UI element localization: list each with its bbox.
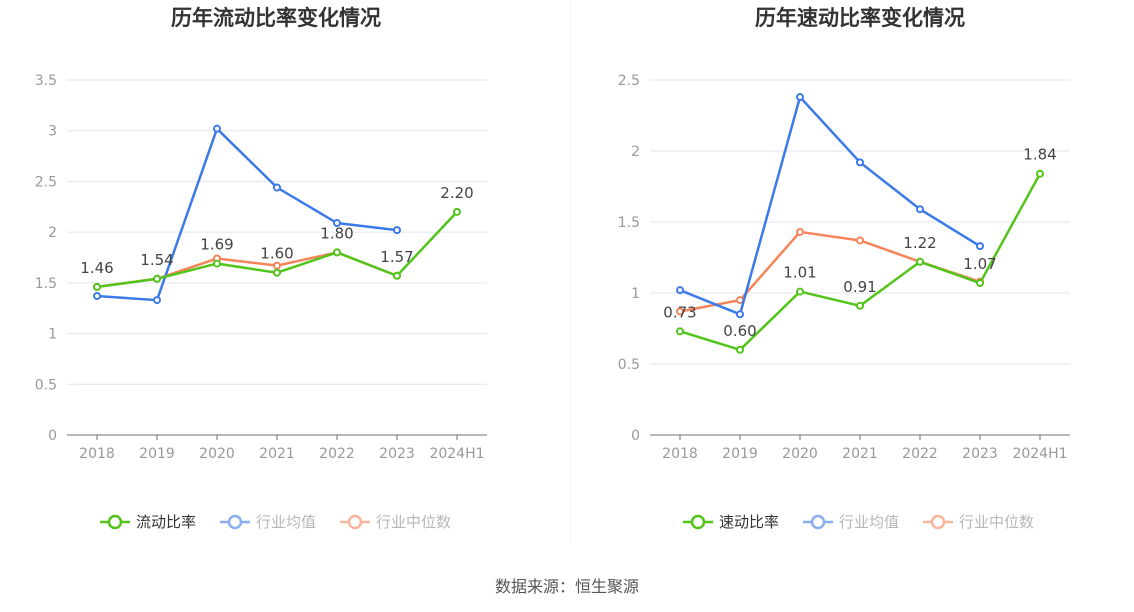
data-label: 0.91 [843,278,876,296]
data-label: 1.69 [200,236,233,254]
legend-label: 速动比率 [719,513,779,531]
data-point [213,259,221,268]
data-label: 1.80 [320,224,353,242]
data-point [93,292,101,301]
data-label: 0.73 [663,303,696,321]
y-tick-label: 0.5 [618,357,640,373]
data-point [273,183,281,192]
x-tick-label: 2018 [662,446,698,462]
legend-item[interactable]: 行业均值 [220,513,316,531]
legend-item[interactable]: 流动比率 [100,513,196,531]
data-point [153,296,161,305]
data-point [856,301,864,310]
data-point [676,307,684,316]
legend-circle-icon [930,514,946,530]
data-point [676,327,684,336]
legend-circle-icon [227,514,243,530]
legend-item[interactable]: 行业中位数 [340,513,451,531]
y-tick-label: 1.5 [618,215,640,231]
data-point [736,345,744,354]
x-tick-label: 2024H1 [429,446,484,462]
x-tick-label: 2022 [902,446,938,462]
legend-label: 行业中位数 [376,513,451,531]
data-point [976,242,984,251]
data-label: 1.54 [140,251,173,269]
data-point [393,271,401,280]
x-tick-label: 2020 [782,446,818,462]
legend-circle-icon [347,514,363,530]
x-tick-label: 2020 [199,446,235,462]
data-label: 1.60 [260,245,293,263]
data-point [856,158,864,167]
y-tick-label: 3.5 [35,73,57,89]
y-tick-label: 0 [631,428,640,444]
data-point [333,248,341,257]
data-point [273,261,281,270]
y-tick-label: 0.5 [35,377,57,393]
data-label: 1.46 [80,259,113,277]
legend-label: 行业均值 [256,513,316,531]
data-point [796,227,804,236]
x-tick-label: 2023 [962,446,998,462]
data-label: 2.20 [440,184,473,202]
series-line [96,126,398,302]
x-tick-label: 2023 [379,446,415,462]
x-tick-label: 2021 [842,446,878,462]
data-label: 1.57 [380,248,413,266]
data-point [916,257,924,266]
x-tick-label: 2019 [139,446,175,462]
legend-circle-icon [810,514,826,530]
legend-item[interactable]: 速动比率 [683,513,779,531]
x-tick-label: 2018 [79,446,115,462]
data-point [676,286,684,295]
data-label: 1.84 [1023,146,1056,164]
data-label: 1.01 [783,264,816,282]
chart-1: 历年流动比率变化情况 0 0.5 1 1.5 2 2.5 3 3.5 2018 2019 2020 20… [35,6,487,531]
y-tick-label: 0 [48,428,57,444]
data-label: 1.07 [963,255,996,273]
y-tick-label: 1 [631,286,640,302]
source-note: 数据来源：恒生聚源 [495,577,639,596]
legend-item[interactable]: 行业中位数 [923,513,1034,531]
x-tick-label: 2019 [722,446,758,462]
data-point [916,205,924,214]
data-point [213,124,221,133]
y-tick-label: 2 [631,144,640,160]
chart-title: 历年速动比率变化情况 [755,6,965,30]
data-label: 1.22 [903,234,936,252]
data-point [736,310,744,319]
y-tick-label: 1 [48,327,57,343]
data-point [1036,169,1044,178]
series-line [679,94,981,316]
legend-label: 行业中位数 [959,513,1034,531]
legend-item[interactable]: 行业均值 [803,513,899,531]
chart-2: 历年速动比率变化情况 0 0.5 1 1.5 2 2.5 2018 2019 2020 2021 20… [618,6,1070,531]
data-point [273,268,281,277]
x-tick-label: 2021 [259,446,295,462]
legend-circle-icon [107,514,123,530]
y-tick-label: 3 [48,124,57,140]
x-tick-label: 2022 [319,446,355,462]
legend-circle-icon [690,514,706,530]
data-point [976,279,984,288]
y-tick-label: 2.5 [35,174,57,190]
legend-label: 行业均值 [839,513,899,531]
data-point [796,287,804,296]
x-tick-label: 2024H1 [1012,446,1067,462]
data-point [856,236,864,245]
data-label: 0.60 [723,322,756,340]
data-point [796,93,804,102]
y-tick-label: 2.5 [618,73,640,89]
data-point [93,282,101,291]
data-point [453,207,461,216]
data-point [333,219,341,228]
legend-label: 流动比率 [136,513,196,531]
y-tick-label: 1.5 [35,276,57,292]
data-point [393,226,401,235]
y-tick-label: 2 [48,225,57,241]
data-point [153,274,161,283]
chart-title: 历年流动比率变化情况 [171,6,381,30]
